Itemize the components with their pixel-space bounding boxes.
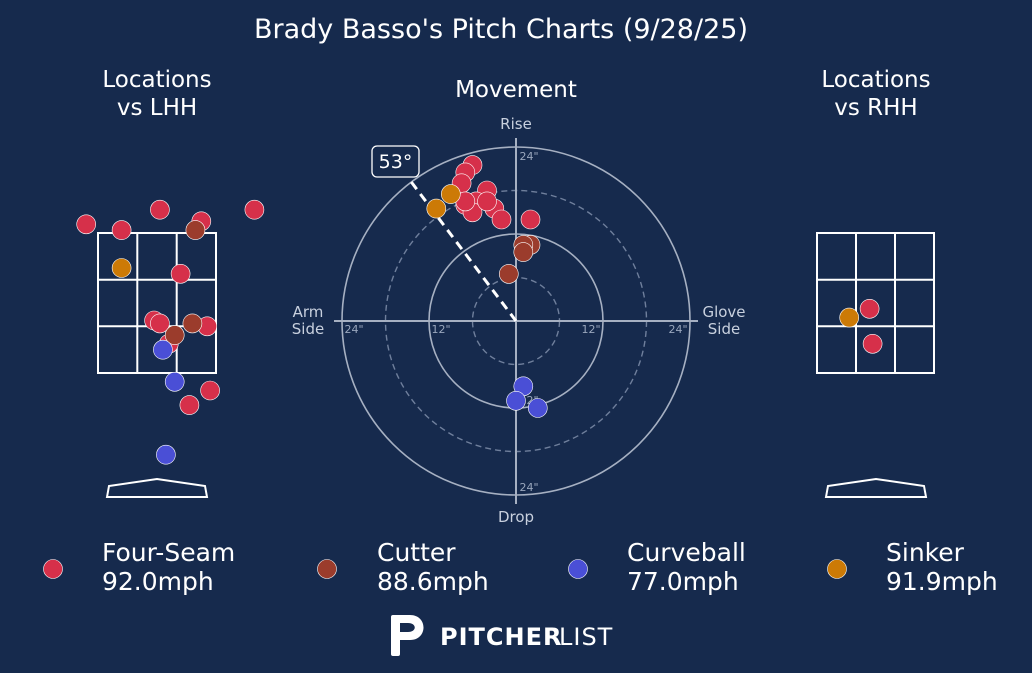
- legend-item-cutter: Cutter 88.6mph: [317, 538, 489, 596]
- legend-label-four-seam: Four-Seam: [102, 538, 235, 567]
- movement-pitch-points: [426, 155, 548, 418]
- locations-rhh-panel: Locations vs RHH: [816, 67, 935, 498]
- lhh-point-curveball: [156, 444, 176, 465]
- lhh-point-four-seam: [76, 214, 96, 235]
- rhh-point-four-seam: [862, 333, 883, 354]
- chart-title: Brady Basso's Pitch Charts (9/28/25): [254, 14, 748, 45]
- arm-angle-label: 53°: [379, 151, 413, 173]
- legend-label-cutter: Cutter: [377, 538, 456, 567]
- ring-label-left-24: 24": [344, 323, 363, 336]
- movement-point-cutter: [513, 242, 534, 262]
- lhh-point-sinker: [111, 258, 132, 278]
- movement-point-sinker: [440, 184, 461, 204]
- movement-panel: Movement Rise Drop Arm Side Glove Side 2…: [292, 77, 746, 526]
- ring-label-top-24: 24": [519, 150, 538, 163]
- legend-label-curveball: Curveball: [627, 538, 746, 567]
- lhh-point-four-seam: [200, 380, 220, 401]
- legend: Four-Seam 92.0mph Cutter 88.6mph Curveba…: [43, 538, 998, 596]
- brand-text-bold: PITCHER: [440, 623, 562, 651]
- movement-title: Movement: [455, 77, 577, 103]
- ring-label-right-24: 24": [668, 323, 687, 336]
- arm-angle-box: [371, 145, 420, 178]
- brand-text-light: LIST: [559, 623, 613, 651]
- legend-label-sinker: Sinker: [886, 538, 965, 567]
- movement-point-four-seam: [520, 209, 541, 230]
- legend-speed-cutter: 88.6mph: [377, 567, 489, 596]
- legend-item-sinker: Sinker 91.9mph: [827, 538, 998, 596]
- lhh-point-four-seam: [150, 313, 170, 334]
- lhh-point-four-seam: [150, 199, 170, 220]
- movement-point-curveball: [527, 398, 548, 418]
- legend-swatch-curveball: [568, 559, 588, 579]
- lhh-point-four-seam: [170, 263, 191, 284]
- lhh-point-curveball: [153, 339, 173, 360]
- rhh-title-line1: Locations: [821, 67, 930, 93]
- legend-speed-sinker: 91.9mph: [886, 567, 998, 596]
- rhh-pitch-points: [839, 298, 883, 354]
- legend-item-four-seam: Four-Seam 92.0mph: [43, 538, 235, 596]
- movement-point-curveball: [506, 390, 526, 411]
- lhh-title-line1: Locations: [102, 67, 211, 93]
- glove-side-label-line2: Side: [708, 320, 740, 338]
- lhh-title-line2: vs LHH: [117, 95, 197, 121]
- lhh-point-cutter: [182, 313, 203, 334]
- movement-point-four-seam: [491, 209, 512, 230]
- rhh-title-line2: vs RHH: [834, 95, 917, 121]
- locations-lhh-panel: Locations vs LHH: [76, 67, 265, 498]
- pitcherlist-logo-icon: [391, 615, 424, 656]
- lhh-home-plate: [105, 477, 209, 498]
- legend-item-curveball: Curveball 77.0mph: [568, 538, 746, 596]
- arm-side-label-line1: Arm: [293, 303, 324, 321]
- legend-swatch-four-seam: [43, 559, 63, 579]
- ring-label-left-12: 12": [431, 323, 450, 336]
- lhh-point-four-seam: [244, 199, 265, 220]
- arm-side-label-line2: Side: [292, 320, 324, 338]
- legend-swatch-sinker: [827, 559, 847, 579]
- legend-speed-four-seam: 92.0mph: [102, 567, 214, 596]
- lhh-point-four-seam: [179, 395, 200, 415]
- brand-logo: PITCHER LIST: [391, 615, 613, 656]
- rhh-point-four-seam: [859, 298, 880, 319]
- movement-point-four-seam: [477, 191, 497, 212]
- lhh-pitch-points: [76, 199, 265, 465]
- ring-label-bottom-24: 24": [519, 481, 538, 494]
- movement-point-sinker: [426, 198, 447, 219]
- ring-label-right-12: 12": [581, 323, 600, 336]
- legend-swatch-cutter: [317, 559, 337, 579]
- rhh-home-plate: [824, 477, 928, 498]
- lhh-point-curveball: [164, 371, 185, 392]
- rhh-point-sinker: [839, 307, 860, 328]
- legend-speed-curveball: 77.0mph: [627, 567, 739, 596]
- movement-point-cutter: [498, 264, 519, 284]
- lhh-point-four-seam: [111, 220, 132, 240]
- glove-side-label-line1: Glove: [702, 303, 745, 321]
- lhh-point-cutter: [164, 325, 185, 345]
- rise-label: Rise: [500, 115, 532, 133]
- rhh-strike-zone: [816, 232, 935, 374]
- drop-label: Drop: [498, 508, 534, 526]
- lhh-point-cutter: [185, 220, 206, 240]
